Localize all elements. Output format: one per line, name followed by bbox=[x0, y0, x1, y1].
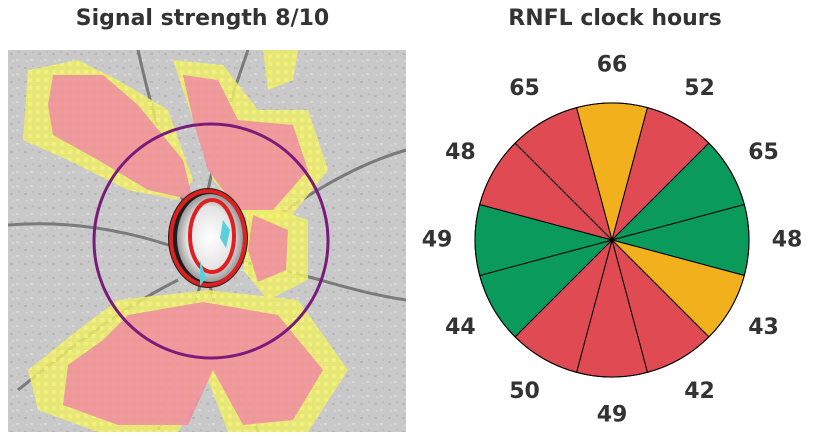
clock-label-2: 65 bbox=[748, 140, 779, 165]
clock-label-8: 44 bbox=[445, 315, 476, 340]
clock-label-10: 48 bbox=[445, 140, 476, 165]
fundus-svg bbox=[8, 50, 406, 432]
abnormal-overlay bbox=[48, 75, 323, 425]
clock-label-12: 66 bbox=[597, 53, 628, 78]
rnfl-clock-svg: 66 52 65 48 43 42 49 50 44 49 48 65 bbox=[422, 53, 803, 428]
clock-label-6: 49 bbox=[597, 403, 628, 428]
rnfl-clock-title: RNFL clock hours bbox=[508, 6, 722, 31]
signal-strength-title: Signal strength 8/10 bbox=[75, 6, 330, 31]
rnfl-clock-chart: 66 52 65 48 43 42 49 50 44 49 48 65 bbox=[410, 40, 820, 432]
clock-label-4: 43 bbox=[748, 315, 779, 340]
clock-label-3: 48 bbox=[772, 228, 803, 253]
clock-label-11: 65 bbox=[509, 76, 540, 101]
fundus-image bbox=[8, 50, 406, 432]
clock-label-5: 42 bbox=[684, 379, 715, 404]
clock-label-1: 52 bbox=[684, 76, 715, 101]
clock-label-9: 49 bbox=[422, 228, 453, 253]
scan-circle bbox=[92, 122, 330, 360]
clock-outline bbox=[474, 102, 750, 378]
clock-label-7: 50 bbox=[509, 379, 540, 404]
optic-disc bbox=[168, 188, 248, 288]
